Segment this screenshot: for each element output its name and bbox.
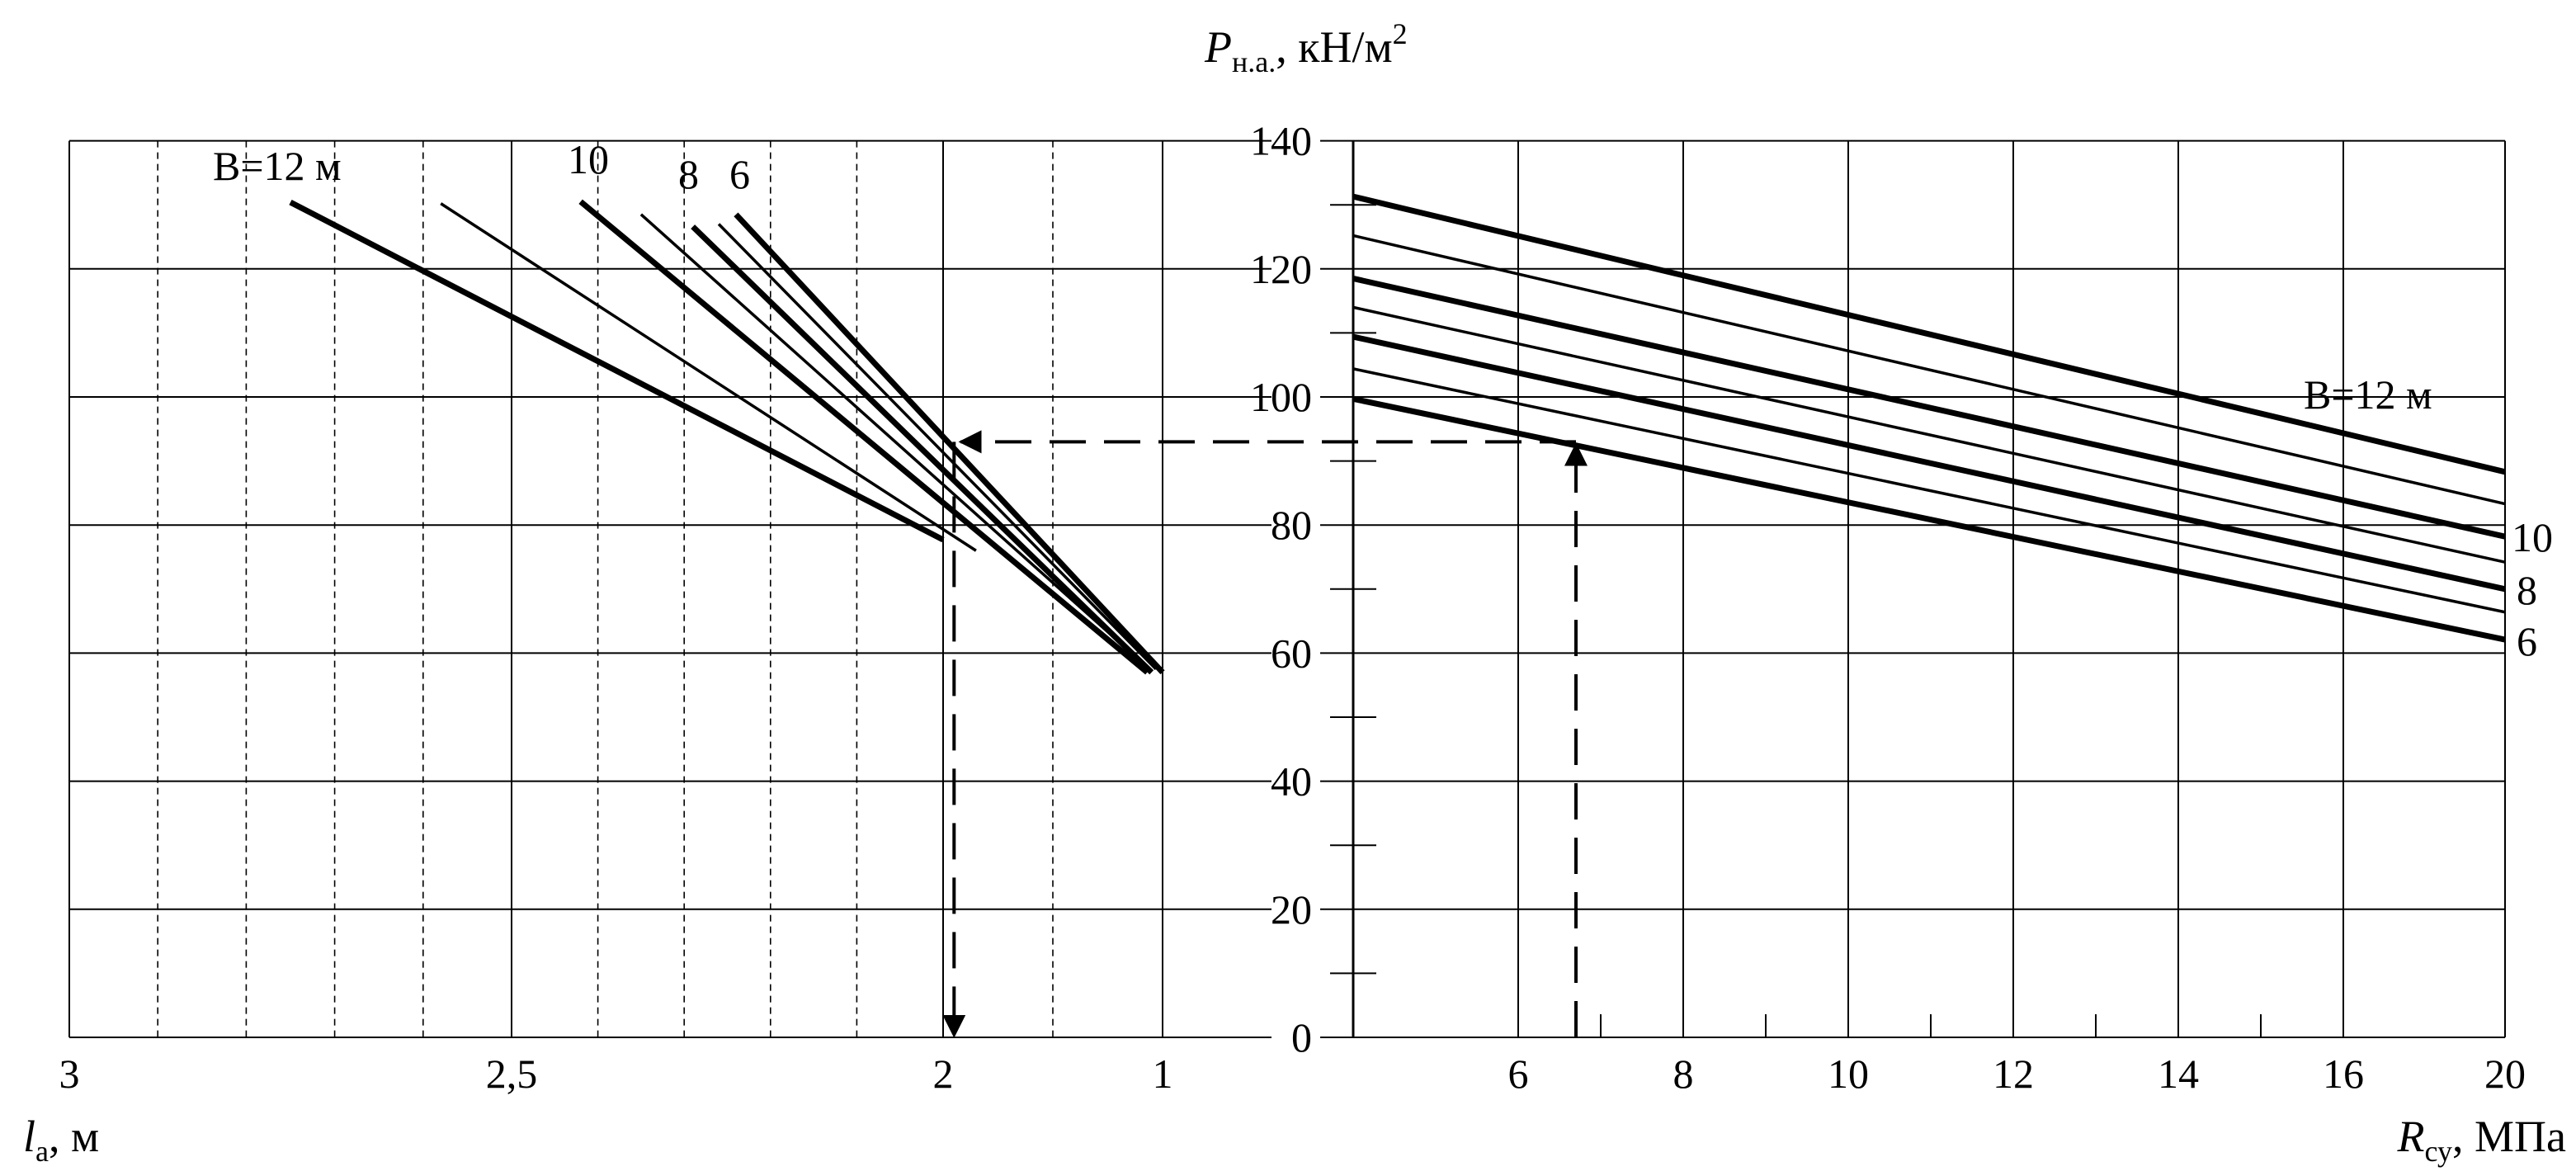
left-x-tick-label: 3 bbox=[59, 1051, 80, 1097]
right-x-tick-label: 14 bbox=[2158, 1051, 2199, 1097]
right-series-line-b7 bbox=[1352, 367, 2506, 614]
right-x-tick-label: 10 bbox=[1828, 1051, 1869, 1097]
y-tick-label: 80 bbox=[1271, 502, 1312, 548]
left-series-line-b12 bbox=[289, 199, 945, 543]
y-tick-label: 40 bbox=[1271, 758, 1312, 805]
right-series-line-b12 bbox=[1352, 193, 2506, 475]
left-series-label-b6: 6 bbox=[729, 151, 750, 197]
y-tick-label: 20 bbox=[1271, 886, 1312, 933]
right-series-label-b8: 8 bbox=[2517, 567, 2537, 613]
left-series-label-b12: B=12 м bbox=[213, 143, 342, 189]
right-x-tick-label: 8 bbox=[1673, 1051, 1694, 1097]
y-axis-subscript: н.а. bbox=[1232, 45, 1276, 78]
right-x-tick-label: 16 bbox=[2323, 1051, 2364, 1097]
left-panel-grid: 3 2,5 2 1 bbox=[59, 139, 1271, 1097]
y-tick-label: 0 bbox=[1291, 1014, 1312, 1060]
left-series-line-b9 bbox=[639, 213, 1151, 671]
left-series-line-b8 bbox=[691, 224, 1154, 675]
right-series-line-b11 bbox=[1352, 234, 2506, 506]
right-x-axis-title: Rсу, МПа bbox=[2397, 1112, 2567, 1168]
right-series-label-b6: 6 bbox=[2517, 618, 2537, 664]
left-series-label-b10: 10 bbox=[568, 136, 609, 182]
left-x-tick-label: 2,5 bbox=[486, 1051, 538, 1097]
right-x-tick-label: 12 bbox=[1993, 1051, 2034, 1097]
right-panel-series bbox=[1352, 193, 2506, 643]
right-series-label-b12: B=12 м bbox=[2304, 371, 2432, 418]
right-series-line-b8 bbox=[1352, 333, 2506, 593]
left-series-line-b6 bbox=[734, 212, 1165, 675]
left-x-axis-unit: , м bbox=[49, 1112, 99, 1161]
right-x-tick-label: 20 bbox=[2484, 1051, 2526, 1097]
right-x-axis-subscript: су bbox=[2425, 1135, 2453, 1168]
y-axis-superscript: 2 bbox=[1393, 17, 1408, 50]
y-axis-unit: , кН/м bbox=[1276, 22, 1392, 72]
left-series-line-b11 bbox=[440, 202, 977, 552]
right-x-tick-label: 6 bbox=[1508, 1051, 1529, 1097]
left-series-line-b10 bbox=[578, 199, 1149, 675]
right-series-line-b9 bbox=[1352, 305, 2506, 564]
y-tick-label: 120 bbox=[1250, 246, 1312, 292]
left-series-label-b8: 8 bbox=[678, 151, 699, 197]
left-x-axis-title: lа, м bbox=[23, 1112, 99, 1168]
right-x-axis-unit: , МПа bbox=[2452, 1112, 2566, 1161]
right-series-line-b10 bbox=[1352, 276, 2506, 540]
right-series-line-b6 bbox=[1352, 395, 2506, 643]
left-x-tick-label: 2 bbox=[933, 1051, 954, 1097]
left-x-tick-label: 1 bbox=[1153, 1051, 1173, 1097]
y-axis-title: Pн.а., кН/м2 bbox=[1204, 17, 1408, 78]
example-guides bbox=[942, 430, 1588, 1038]
y-axis-symbol: P bbox=[1204, 22, 1232, 72]
left-series-line-b7 bbox=[717, 223, 1158, 671]
right-series-label-b10: 10 bbox=[2512, 514, 2553, 560]
y-tick-label: 100 bbox=[1250, 374, 1312, 420]
left-x-axis-symbol: l bbox=[23, 1112, 35, 1161]
y-tick-label: 140 bbox=[1250, 118, 1312, 164]
y-tick-label: 60 bbox=[1271, 630, 1312, 676]
left-panel-series bbox=[289, 199, 1165, 675]
right-panel-grid: 0 20 40 60 80 100 120 140 6 8 10 12 14 16 20 bbox=[1250, 118, 2526, 1097]
left-x-axis-subscript: а bbox=[35, 1135, 49, 1168]
right-x-axis-symbol: R bbox=[2397, 1112, 2425, 1161]
